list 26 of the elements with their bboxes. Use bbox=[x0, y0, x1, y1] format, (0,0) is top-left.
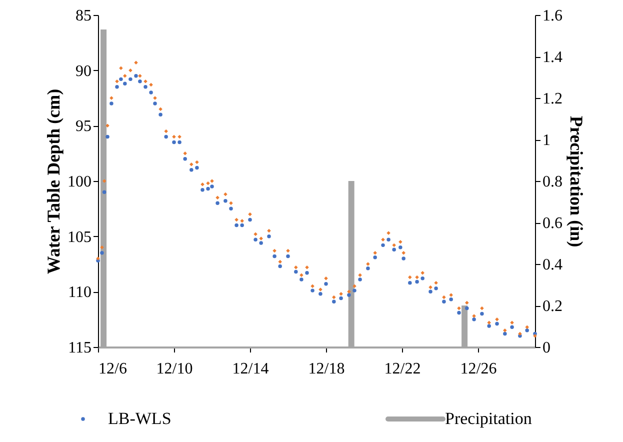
y2-tick-label: 0.8 bbox=[542, 174, 562, 190]
y2-axis-title: Precipitation (in) bbox=[566, 116, 586, 248]
x-tick-label: 12/26 bbox=[460, 360, 497, 378]
y-tick-label: 85 bbox=[76, 8, 92, 24]
y2-tick-label: 0.2 bbox=[542, 298, 562, 315]
y2-tick-label: 1.4 bbox=[542, 49, 562, 66]
y-tick-label: 115 bbox=[68, 340, 92, 356]
x-tick-label: 12/10 bbox=[156, 360, 193, 378]
x-tick-label: 12/6 bbox=[98, 360, 127, 378]
x-tick-label: 12/22 bbox=[384, 360, 421, 378]
legend-label: Precipitation bbox=[445, 409, 532, 428]
y-tick-label: 90 bbox=[76, 62, 92, 80]
y2-tick-label: 0 bbox=[542, 340, 550, 356]
y2-tick-label: 1 bbox=[542, 132, 550, 149]
y-axis-title: Water Table Depth (cm) bbox=[44, 88, 64, 274]
y2-tick-label: 0.4 bbox=[542, 256, 562, 274]
y-tick-label: 105 bbox=[68, 228, 92, 246]
y2-tick-label: 1.2 bbox=[542, 90, 562, 108]
y2-tick-label: 0.6 bbox=[542, 215, 562, 232]
x-tick-label: 12/14 bbox=[232, 360, 269, 378]
legend-label: LB-WLS bbox=[108, 409, 172, 428]
x-tick-label: 12/18 bbox=[308, 360, 345, 378]
y2-tick-label: 1.6 bbox=[542, 8, 562, 24]
y-tick-label: 110 bbox=[68, 284, 92, 302]
y-tick-label: 95 bbox=[76, 118, 92, 136]
y-tick-label: 100 bbox=[68, 174, 92, 190]
